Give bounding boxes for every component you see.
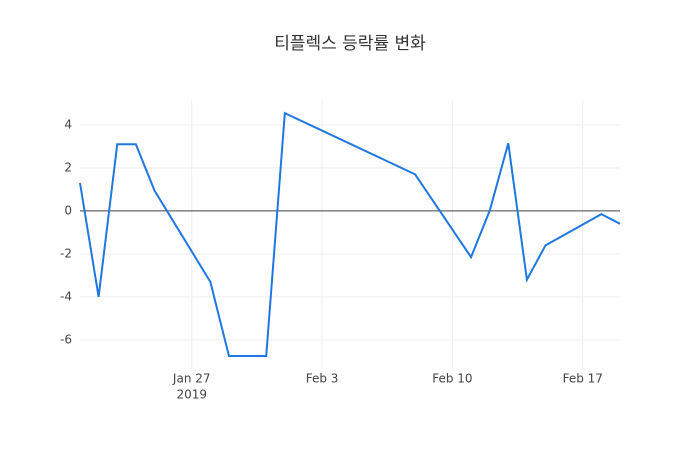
x-year-label: 2019 (176, 388, 207, 402)
x-tick-label: Jan 27 (172, 372, 211, 386)
y-tick-label: -2 (60, 246, 72, 260)
y-tick-label: -4 (60, 289, 72, 303)
x-tick-label: Feb 10 (432, 372, 472, 386)
y-tick-label: -6 (60, 332, 72, 346)
y-tick-label: 2 (64, 160, 72, 174)
x-tick-label: Feb 3 (306, 372, 339, 386)
x-tick-label: Feb 17 (563, 372, 603, 386)
line-series (79, 111, 621, 358)
y-tick-label: 0 (64, 203, 72, 217)
chart-title: 티플렉스 등락률 변화 (274, 34, 426, 54)
y-tick-label: 4 (64, 117, 72, 131)
